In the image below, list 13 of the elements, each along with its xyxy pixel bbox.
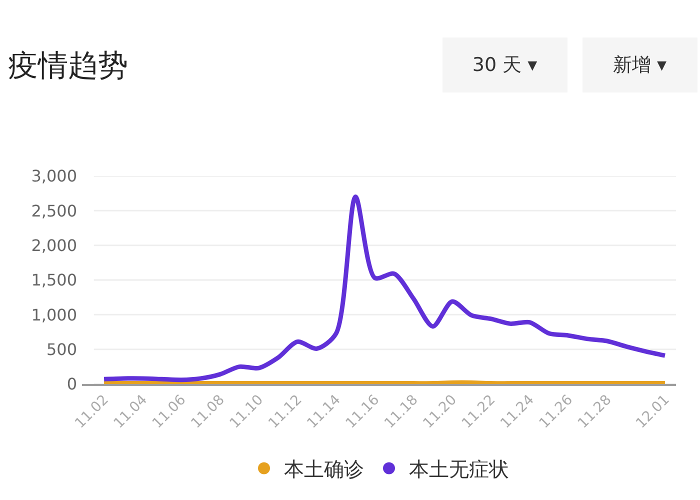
y-tick-label: 1,500 [31, 270, 77, 290]
legend-label: 本土确诊 [284, 457, 364, 482]
text: 新增 ▾ [612, 54, 668, 76]
text: 30 天 ▾ [472, 54, 538, 76]
legend-label: 本土无症状 [409, 457, 509, 482]
chart-title: 疫情趋势 [8, 48, 128, 84]
line-series [102, 194, 668, 382]
y-tick-label: 0 [66, 374, 77, 394]
y-tick-label: 3,000 [31, 166, 77, 186]
y-tick-label: 2,000 [31, 236, 77, 255]
y-tick-label: 500 [46, 340, 77, 359]
y-tick-label: 1,000 [31, 305, 77, 324]
y-tick-label: 2,500 [31, 201, 77, 220]
